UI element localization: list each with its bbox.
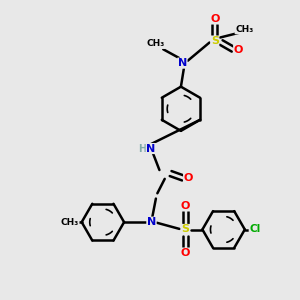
Text: O: O bbox=[234, 45, 243, 55]
Text: O: O bbox=[210, 14, 220, 24]
Text: O: O bbox=[184, 173, 193, 183]
Text: H: H bbox=[138, 143, 146, 154]
Text: CH₃: CH₃ bbox=[235, 25, 253, 34]
Text: CH₃: CH₃ bbox=[61, 218, 79, 226]
Text: CH₃: CH₃ bbox=[147, 40, 165, 49]
Text: S: S bbox=[181, 224, 189, 235]
Text: N: N bbox=[178, 58, 187, 68]
Text: O: O bbox=[181, 248, 190, 258]
Text: N: N bbox=[146, 143, 155, 154]
Text: S: S bbox=[181, 224, 189, 235]
Text: N: N bbox=[147, 217, 156, 227]
Text: O: O bbox=[181, 201, 190, 211]
Text: Cl: Cl bbox=[249, 224, 260, 235]
Text: S: S bbox=[211, 36, 219, 46]
